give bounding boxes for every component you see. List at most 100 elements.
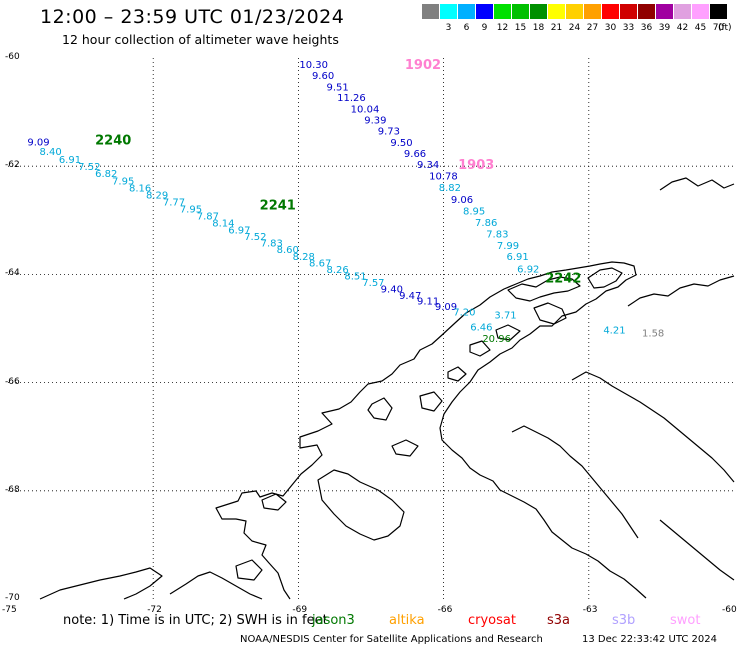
biscoe-islands bbox=[391, 439, 419, 457]
satellite-legend-altika: altika bbox=[389, 613, 425, 628]
wave-height-value: 9.11 bbox=[417, 296, 439, 307]
wave-height-values: 10.309.609.5111.2610.049.399.739.509.669… bbox=[27, 60, 664, 345]
james-ross-island bbox=[533, 302, 567, 325]
island-shard-1 bbox=[495, 324, 521, 341]
scale-label: 30 bbox=[604, 23, 617, 33]
wave-height-value: 9.66 bbox=[404, 149, 426, 160]
longitude-label: -63 bbox=[582, 605, 598, 615]
wave-height-value: 1.58 bbox=[642, 328, 664, 339]
latitude-label: -70 bbox=[5, 593, 20, 603]
wave-height-value: 9.60 bbox=[312, 71, 334, 82]
wave-height-value: 6.82 bbox=[95, 169, 117, 180]
page-subtitle: 12 hour collection of altimeter wave hei… bbox=[62, 32, 339, 47]
scale-label: 21 bbox=[550, 23, 563, 33]
scale-swatch bbox=[458, 4, 475, 19]
wave-height-value: 9.39 bbox=[364, 115, 386, 126]
adelaide-island bbox=[367, 397, 393, 421]
color-scale-legend: 3 6 9 12 15 18 21 24 27 30 33 36 39 42 45 70 bbox=[422, 4, 728, 34]
southern-coast-2 bbox=[169, 571, 263, 600]
east-coast-1 bbox=[659, 177, 735, 191]
pass-label: 2241 bbox=[260, 199, 296, 214]
satellite-legend-s3b: s3b bbox=[612, 613, 636, 628]
scale-swatch bbox=[620, 4, 637, 19]
satellite-legend-jason3: jason3 bbox=[312, 613, 355, 628]
scale-label: 33 bbox=[622, 23, 635, 33]
scale-label: 18 bbox=[532, 23, 545, 33]
wave-height-value: 7.83 bbox=[261, 239, 283, 250]
pass-label: 2242 bbox=[545, 272, 581, 287]
latitude-label: -64 bbox=[5, 268, 20, 279]
island-shard-3 bbox=[447, 366, 467, 382]
scale-label: 45 bbox=[694, 23, 707, 33]
credit-line: NOAA/NESDIS Center for Satellite Applica… bbox=[240, 634, 543, 645]
scale-swatch bbox=[584, 4, 601, 19]
longitude-label: -66 bbox=[437, 605, 453, 615]
wave-height-value: 8.60 bbox=[277, 245, 299, 256]
latitude-label: -68 bbox=[5, 484, 20, 495]
wave-height-value: 9.47 bbox=[399, 291, 421, 302]
longitude-label: -69 bbox=[292, 605, 308, 615]
longitude-label: -72 bbox=[147, 605, 162, 615]
scale-label: 70 bbox=[712, 23, 725, 33]
wave-height-value: 6.97 bbox=[228, 226, 250, 237]
scale-label: 15 bbox=[514, 23, 527, 33]
wave-height-value: 10.78 bbox=[429, 172, 458, 183]
wave-height-value: 7.52 bbox=[244, 232, 266, 243]
wave-height-value: 3.71 bbox=[494, 311, 516, 322]
wave-height-value: 6.92 bbox=[517, 265, 539, 276]
wave-height-value: 9.06 bbox=[451, 195, 473, 206]
wave-height-value: 8.51 bbox=[344, 272, 366, 283]
wave-height-value: 7.86 bbox=[475, 218, 497, 229]
wave-height-value: 7.52 bbox=[78, 162, 100, 173]
joinville-island bbox=[587, 267, 623, 289]
wave-height-value: 8.14 bbox=[212, 219, 234, 230]
pass-labels: 1902 1903 2240 2241 2242 bbox=[95, 58, 581, 287]
wave-height-value: 11.26 bbox=[337, 93, 366, 104]
scale-label: 3 bbox=[445, 23, 452, 33]
wave-height-value: 7.87 bbox=[197, 212, 219, 223]
scale-label: 42 bbox=[676, 23, 689, 33]
wave-height-value: 8.28 bbox=[293, 252, 315, 263]
wave-height-value: 10.30 bbox=[299, 60, 328, 71]
scale-swatch bbox=[476, 4, 493, 19]
scale-swatch bbox=[674, 4, 691, 19]
peninsula-tip-islands bbox=[507, 276, 581, 302]
wave-height-value: 9.09 bbox=[435, 302, 457, 313]
wave-height-value: 7.99 bbox=[497, 241, 519, 252]
units-note: note: 1) Time is in UTC; 2) SWH is in fe… bbox=[63, 613, 328, 628]
wave-height-value: 7.57 bbox=[362, 278, 384, 289]
scale-swatch bbox=[512, 4, 529, 19]
scale-swatch bbox=[422, 4, 439, 19]
pass-label: 1902 bbox=[405, 58, 441, 73]
scale-swatch bbox=[656, 4, 673, 19]
page-title: 12:00 – 23:59 UTC 01/23/2024 bbox=[40, 6, 345, 28]
wave-height-value: 10.04 bbox=[351, 104, 380, 115]
scale-label: 6 bbox=[463, 23, 470, 33]
wave-height-value: 8.16 bbox=[129, 183, 151, 194]
wave-height-value: 8.67 bbox=[309, 259, 331, 270]
scale-swatch bbox=[638, 4, 655, 19]
scale-swatch bbox=[710, 4, 727, 19]
scale-label: 39 bbox=[658, 23, 671, 33]
latitude-label: -66 bbox=[5, 376, 20, 387]
east-coast-2 bbox=[627, 275, 735, 307]
scale-swatch bbox=[566, 4, 583, 19]
wave-height-value: 6.46 bbox=[470, 322, 492, 333]
wave-height-value: 7.77 bbox=[163, 197, 185, 208]
wave-height-value: 8.26 bbox=[326, 265, 348, 276]
pass-label: 1903 bbox=[458, 158, 494, 173]
alexander-island bbox=[317, 469, 405, 541]
wave-height-value: 9.51 bbox=[326, 82, 348, 93]
longitude-label: -75 bbox=[2, 605, 17, 615]
east-coast-4 bbox=[571, 371, 735, 483]
longitude-label: -60 bbox=[722, 605, 737, 615]
scale-label: 12 bbox=[496, 23, 509, 33]
satellite-legend-cryosat: cryosat bbox=[468, 613, 516, 628]
wave-height-value: 7.95 bbox=[112, 176, 134, 187]
wave-height-value: 8.82 bbox=[439, 183, 461, 194]
generation-timestamp: 13 Dec 22:33:42 UTC 2024 bbox=[582, 634, 717, 645]
satellite-legend-swot: swot bbox=[670, 613, 701, 628]
wave-height-value: 20.96 bbox=[482, 334, 511, 345]
wave-height-value: 8.40 bbox=[39, 147, 61, 158]
